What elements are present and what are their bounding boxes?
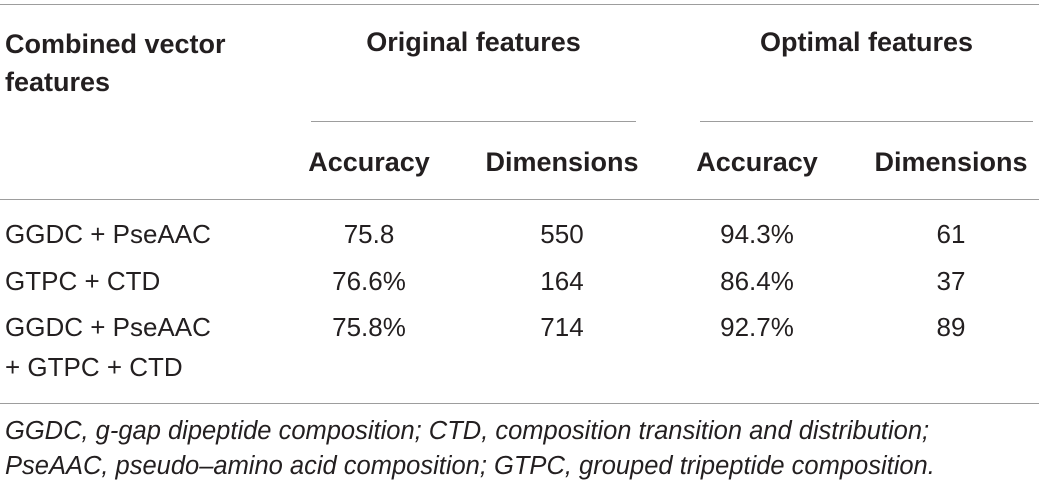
footnote-line2: PseAAC, pseudo–amino acid composition; G… [5, 452, 935, 480]
table-cell: 94.3% [720, 219, 794, 249]
column-header-dimensions-optimal: Dimensions [874, 147, 1028, 177]
table-cell: 164 [540, 266, 584, 296]
header-bottom-rule [0, 199, 1039, 200]
top-rule [0, 4, 1039, 5]
optimal-features-underline [700, 121, 1033, 122]
group-header-original: Original features [366, 27, 581, 57]
column-header-accuracy-original: Accuracy [308, 147, 430, 177]
group-header-optimal: Optimal features [759, 27, 974, 57]
row-label-header-line2: features [5, 67, 111, 97]
row-label: GTPC + CTD [5, 266, 161, 296]
row-label: GGDC + PseAAC [5, 219, 211, 249]
column-header-accuracy-optimal: Accuracy [696, 147, 818, 177]
footnote-line1: GGDC, g-gap dipeptide composition; CTD, … [5, 417, 930, 445]
row-label-continued: + GTPC + CTD [5, 352, 183, 382]
body-bottom-rule [0, 403, 1039, 404]
column-header-dimensions-original: Dimensions [485, 147, 639, 177]
row-label: GGDC + PseAAC [5, 312, 211, 342]
table-cell: 89 [936, 312, 966, 342]
table-cell: 92.7% [720, 312, 794, 342]
table-cell: 714 [540, 312, 584, 342]
original-features-underline [311, 121, 636, 122]
table-cell: 76.6% [332, 266, 406, 296]
table-cell: 550 [540, 219, 584, 249]
table-cell: 86.4% [720, 266, 794, 296]
table-cell: 37 [936, 266, 966, 296]
row-label-header-line1: Combined vector [5, 29, 226, 59]
table-cell: 61 [936, 219, 966, 249]
table-cell: 75.8% [332, 312, 406, 342]
table-cell: 75.8 [343, 219, 395, 249]
